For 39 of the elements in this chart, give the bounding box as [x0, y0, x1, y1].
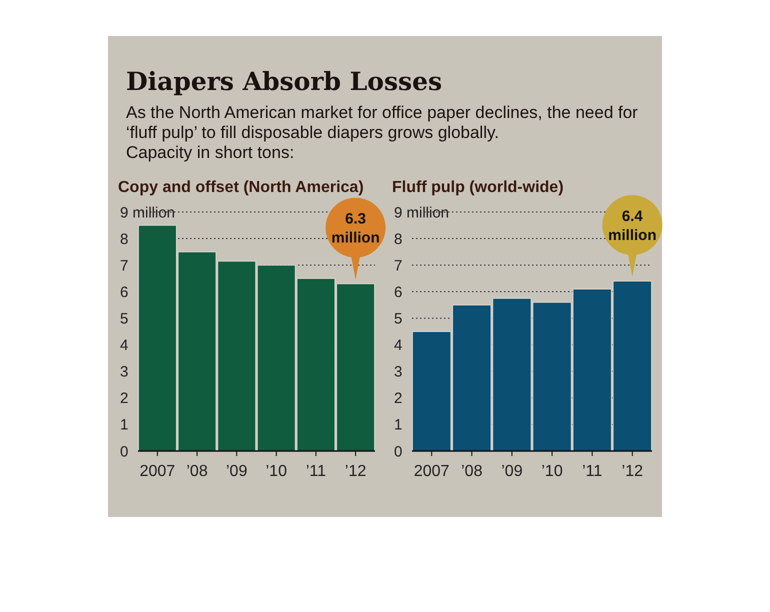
chart-title: Fluff pulp (world-wide) — [392, 179, 564, 196]
y-tick-label: 4 — [394, 337, 402, 354]
y-tick-label: 3 — [394, 364, 402, 381]
y-tick-label: 7 — [394, 257, 402, 274]
y-tick-label: 1 — [120, 416, 128, 434]
text: Diapers Absorb Losses — [126, 67, 442, 96]
x-tick-label: ’08 — [461, 463, 483, 480]
x-tick-label: ’12 — [344, 463, 366, 480]
y-tick-label: 5 — [394, 310, 402, 328]
text: As the North American market for office paper declines, the need for ‘fluff pulp’ to fill disposable diapers grows globally. — [126, 103, 638, 142]
y-tick-label: 8 — [120, 230, 128, 248]
x-tick-label: ’11 — [306, 463, 326, 480]
x-tick-label: 2007 — [414, 463, 450, 480]
y-tick-label: 0 — [120, 443, 128, 460]
y-tick-label: 5 — [120, 310, 128, 328]
text: Capacity in short tons: — [126, 143, 294, 162]
x-tick-label: ’12 — [622, 463, 644, 480]
y-tick-label: 1 — [394, 416, 402, 434]
y-tick-label: 6 — [394, 284, 402, 301]
chart-title: Copy and offset (North America) — [118, 179, 364, 196]
x-tick-label: ’10 — [266, 463, 288, 480]
y-tick-label: 0 — [394, 443, 402, 460]
y-tick-label: 3 — [120, 364, 128, 381]
y-tick-label: 9 million — [120, 204, 176, 222]
x-tick-label: ’08 — [186, 463, 208, 480]
y-tick-label: 2 — [120, 390, 128, 408]
x-tick-label: ’09 — [501, 463, 523, 480]
x-tick-label: ’09 — [226, 463, 248, 480]
annotation: 6.3 million — [331, 210, 380, 247]
x-tick-label: ’10 — [541, 463, 563, 480]
y-tick-label: 8 — [394, 230, 402, 248]
y-tick-label: 2 — [394, 390, 402, 408]
y-tick-label: 7 — [120, 257, 128, 274]
y-tick-label: 6 — [120, 284, 128, 301]
x-tick-label: ’11 — [582, 463, 602, 480]
annotation: 6.4 million — [608, 208, 657, 244]
y-tick-label: 4 — [120, 337, 128, 354]
y-tick-label: 9 million — [394, 204, 450, 222]
x-tick-label: 2007 — [140, 463, 176, 480]
